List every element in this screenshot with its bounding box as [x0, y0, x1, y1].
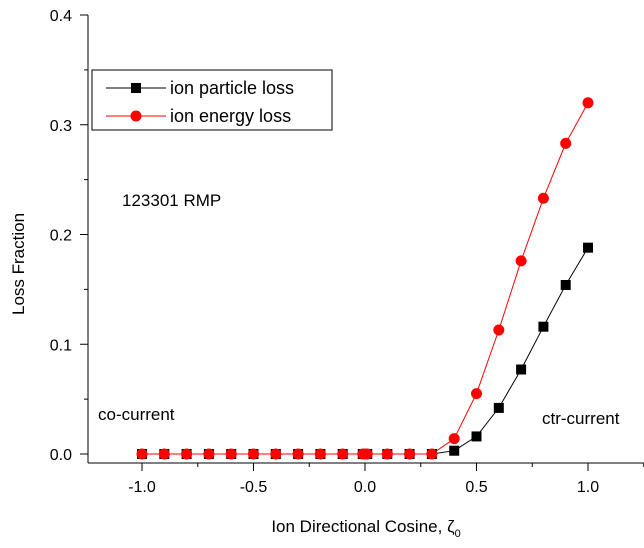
legend-marker-circle — [130, 110, 142, 122]
data-point-circle — [136, 448, 148, 460]
y-axis-label: Loss Fraction — [9, 213, 28, 315]
data-point-circle — [471, 388, 482, 400]
data-point-square — [560, 279, 571, 290]
x-tick-label: -1.0 — [128, 479, 156, 496]
x-tick-label: 0.5 — [465, 479, 487, 496]
series-line-1 — [142, 247, 589, 455]
series-line-2 — [142, 102, 589, 455]
x-tick-label: 1.0 — [577, 479, 599, 496]
legend-entry: ion energy loss — [170, 106, 291, 126]
annotation-3: ctr-current — [542, 409, 620, 428]
data-point-circle — [203, 448, 215, 460]
data-point-circle — [560, 137, 572, 149]
data-point-circle — [337, 448, 349, 460]
data-point-square — [471, 431, 482, 442]
data-point-circle — [270, 448, 282, 460]
x-tick-label: -0.5 — [240, 479, 268, 496]
data-point-circle — [381, 448, 393, 460]
y-tick-label: 0.3 — [50, 118, 72, 135]
legend-entry: ion particle loss — [170, 78, 294, 98]
data-point-square — [449, 445, 460, 456]
data-point-circle — [292, 448, 304, 460]
data-point-circle — [225, 448, 237, 460]
data-point-circle — [493, 324, 505, 336]
x-axis-label-subscript: 0 — [455, 528, 461, 540]
legend-box — [91, 69, 333, 131]
data-point-circle — [426, 448, 438, 460]
data-point-circle — [158, 448, 170, 460]
y-tick-label: 0.1 — [50, 337, 72, 354]
x-axis-label-main: Ion Directional Cosine, ζ — [271, 517, 455, 536]
data-point-circle — [515, 255, 527, 267]
data-point-square — [583, 242, 593, 253]
data-point-circle — [448, 433, 460, 445]
plot-area — [136, 97, 594, 460]
axes: 0.0 0.1 0.2 0.3 0.4 -1.0 -0.5 0.0 0.5 1.0 — [50, 8, 644, 496]
data-point-square — [516, 364, 527, 375]
data-point-circle — [582, 97, 594, 109]
data-point-circle — [537, 192, 549, 204]
data-point-circle — [181, 448, 193, 460]
y-tick-label: 0.0 — [50, 447, 72, 464]
legend-marker-square — [131, 83, 141, 93]
x-tick-label: 0.0 — [354, 479, 376, 496]
y-tick-label: 0.2 — [50, 228, 72, 245]
data-point-square — [538, 321, 549, 332]
annotation-1: 123301 RMP — [122, 191, 221, 210]
annotation-2: co-current — [98, 405, 175, 424]
data-point-circle — [314, 448, 326, 460]
data-point-circle — [248, 448, 259, 460]
data-point-circle — [404, 448, 416, 460]
data-point-circle — [361, 448, 373, 460]
x-axis-label: Ion Directional Cosine, ζ0 — [271, 517, 460, 540]
annotations: 123301 RMP co-current ctr-current — [98, 191, 620, 428]
data-point-square — [493, 402, 504, 413]
y-tick-label: 0.4 — [50, 8, 72, 25]
legend: ion particle loss ion energy loss — [91, 69, 333, 131]
